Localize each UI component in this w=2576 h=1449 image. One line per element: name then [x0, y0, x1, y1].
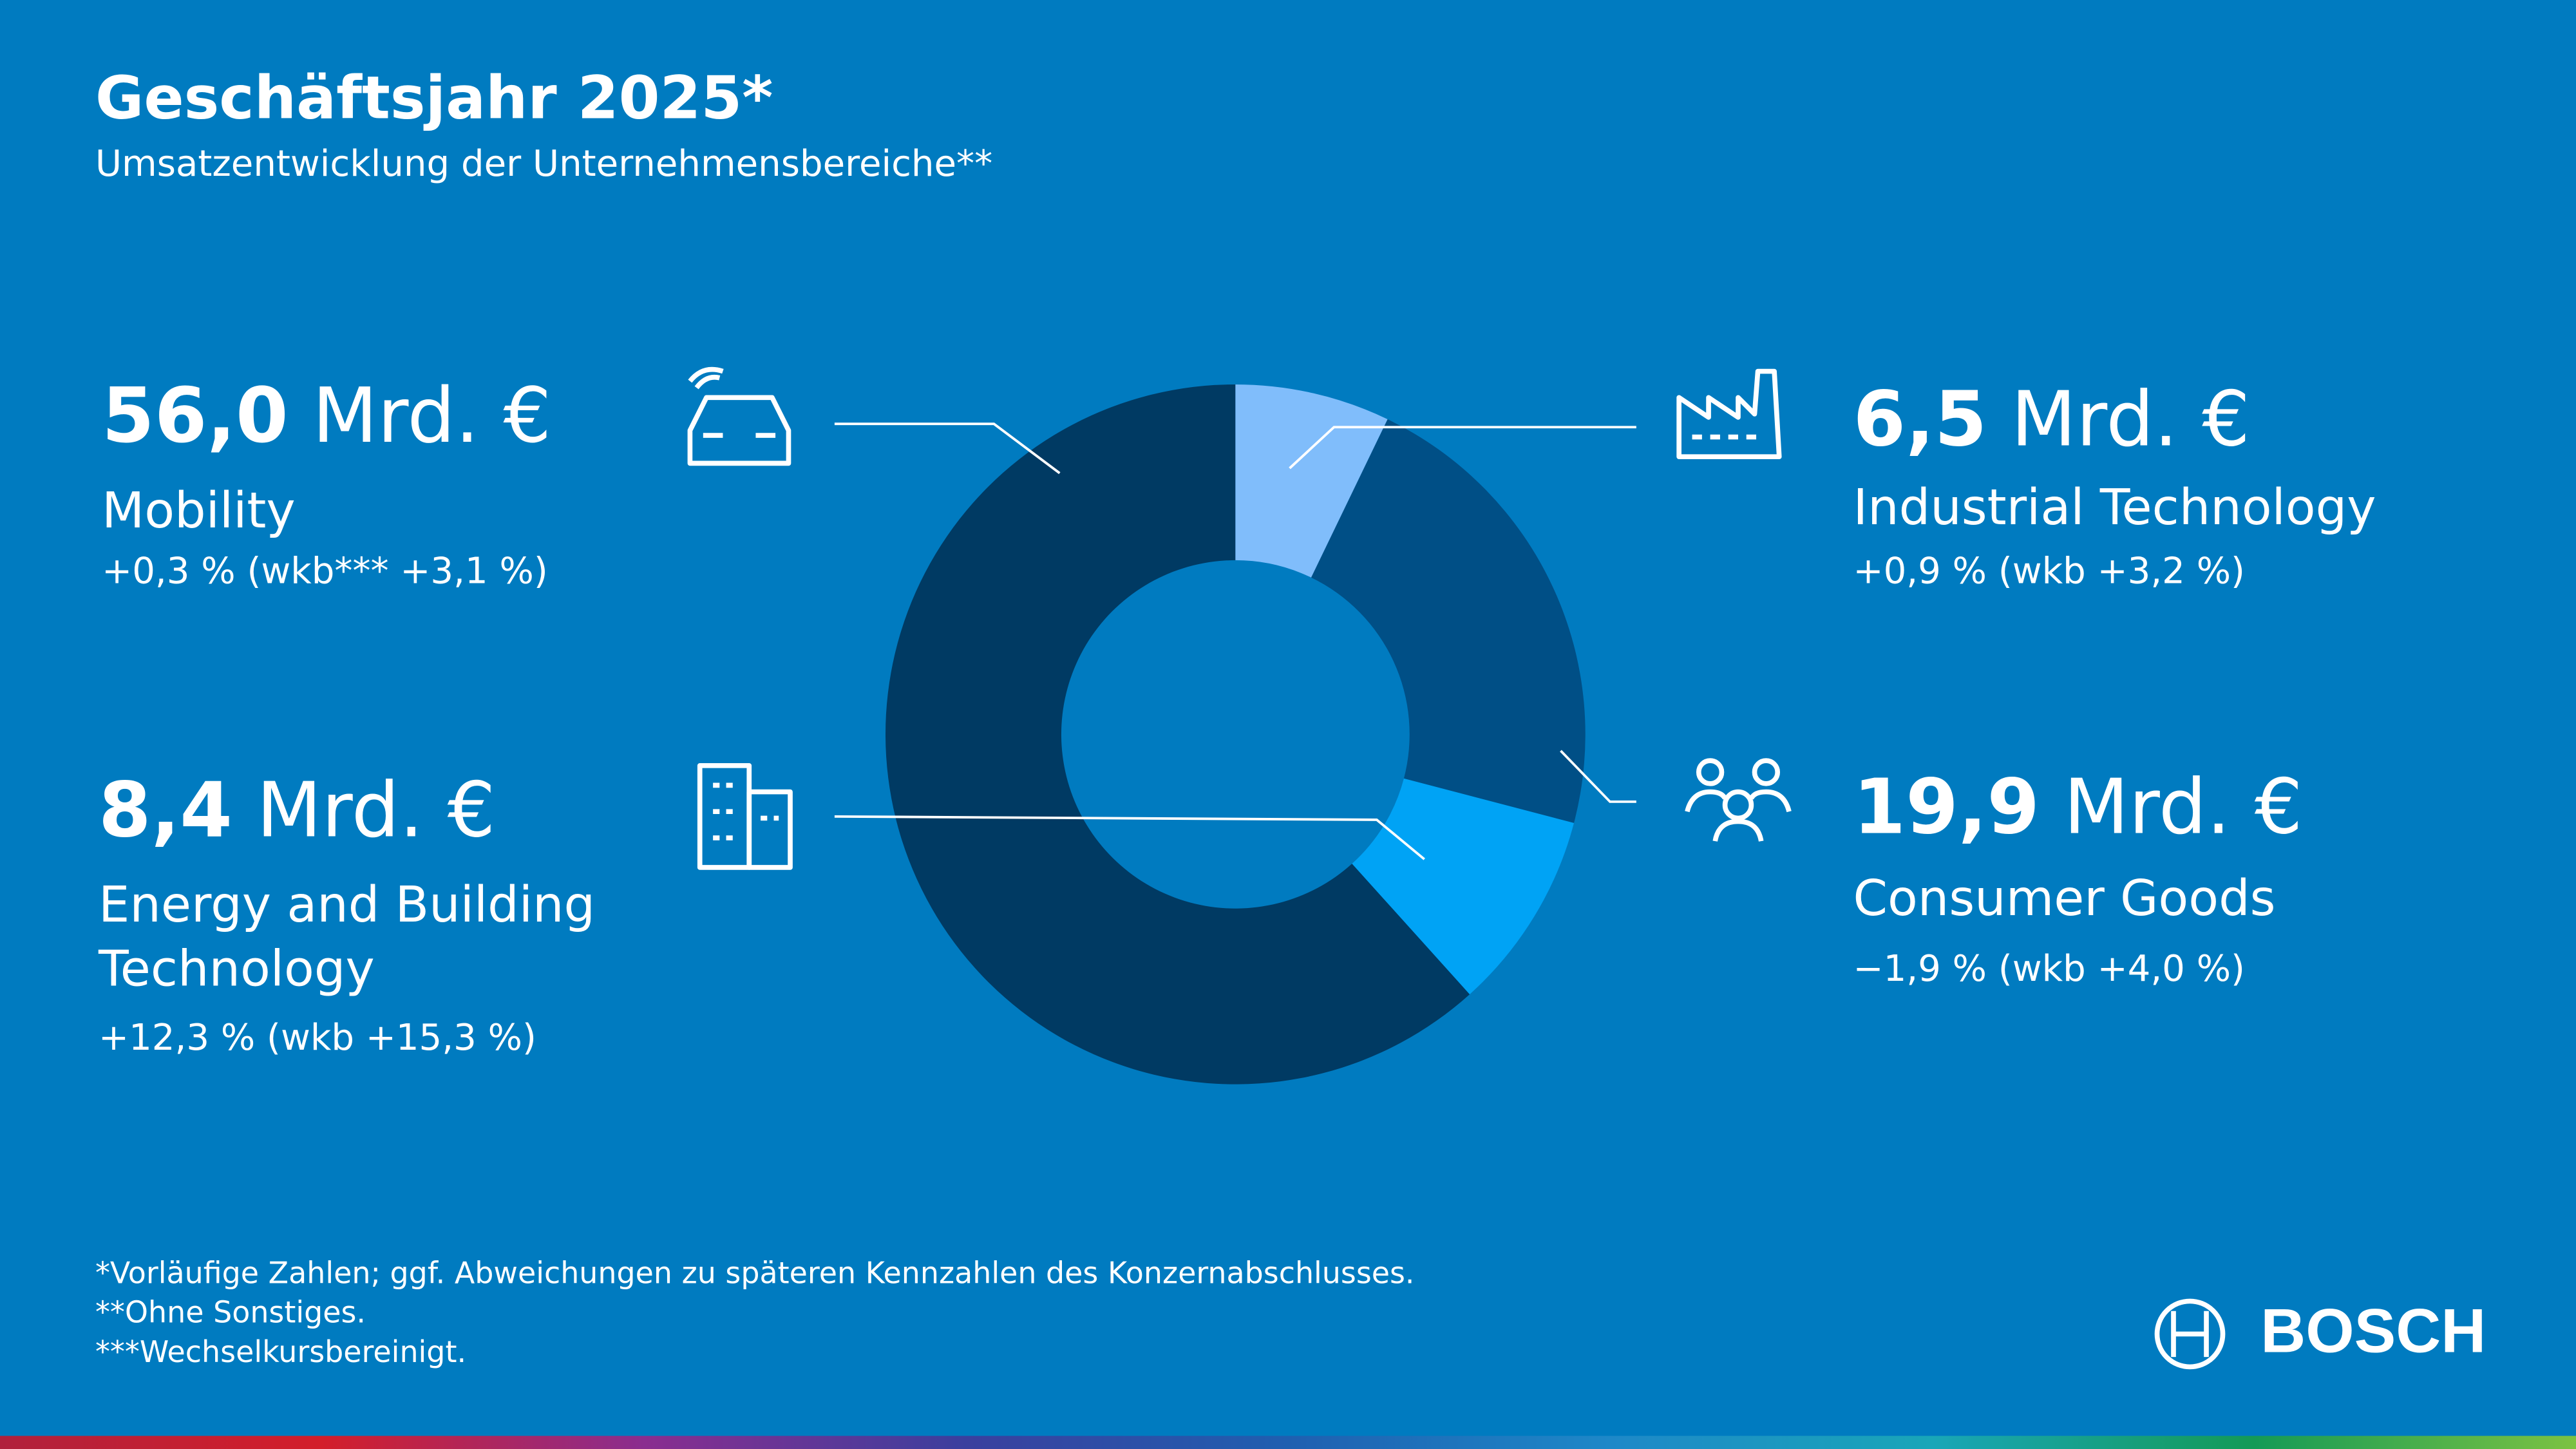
leader-lines	[834, 422, 1636, 860]
value-label: 56,0 Mrd. €	[102, 371, 552, 460]
change-label: +12,3 % (wkb +15,3 %)	[99, 1018, 536, 1060]
chart-title: Geschäftsjahr 2025*	[95, 66, 773, 133]
leader-line	[1289, 426, 1636, 469]
icons	[687, 366, 1792, 870]
value-label: 19,9 Mrd. €	[1853, 762, 2303, 851]
change-label: +0,3 % (wkb*** +3,1 %)	[102, 552, 548, 593]
category-label: Industrial Technology	[1853, 479, 2376, 538]
donut-segment	[1311, 419, 1586, 823]
people-icon	[1685, 758, 1792, 842]
change-label: +0,9 % (wkb +3,2 %)	[1853, 552, 2245, 593]
leader-line	[834, 815, 1425, 860]
factory-icon	[1676, 368, 1782, 460]
building-icon	[697, 762, 793, 870]
bosch-mark	[2154, 1298, 2226, 1370]
leader-line	[834, 422, 1061, 475]
footnote: *Vorläufige Zahlen; ggf. Abweichungen zu…	[95, 1256, 1415, 1292]
car-icon	[687, 366, 791, 466]
logo: BOSCH	[2260, 1298, 2486, 1367]
color-strip	[0, 1435, 2576, 1449]
chart-subtitle: Umsatzentwicklung der Unternehmensbereic…	[95, 144, 993, 186]
change-label: −1,9 % (wkb +4,0 %)	[1853, 949, 2245, 991]
footnote: ***Wechselkursbereinigt.	[95, 1335, 467, 1370]
category-label: Consumer Goods	[1853, 871, 2276, 929]
category-label: Mobility	[102, 482, 296, 541]
footnote: **Ohne Sonstiges.	[95, 1296, 366, 1331]
donut-segment	[1235, 384, 1388, 578]
donut-segment	[1352, 778, 1575, 994]
value-label: 6,5 Mrd. €	[1853, 374, 2250, 464]
category-label: Energy and Building Technology	[99, 877, 596, 999]
leader-line	[1560, 750, 1636, 803]
donut-segment	[885, 384, 1470, 1084]
value-label: 8,4 Mrd. €	[99, 765, 496, 855]
